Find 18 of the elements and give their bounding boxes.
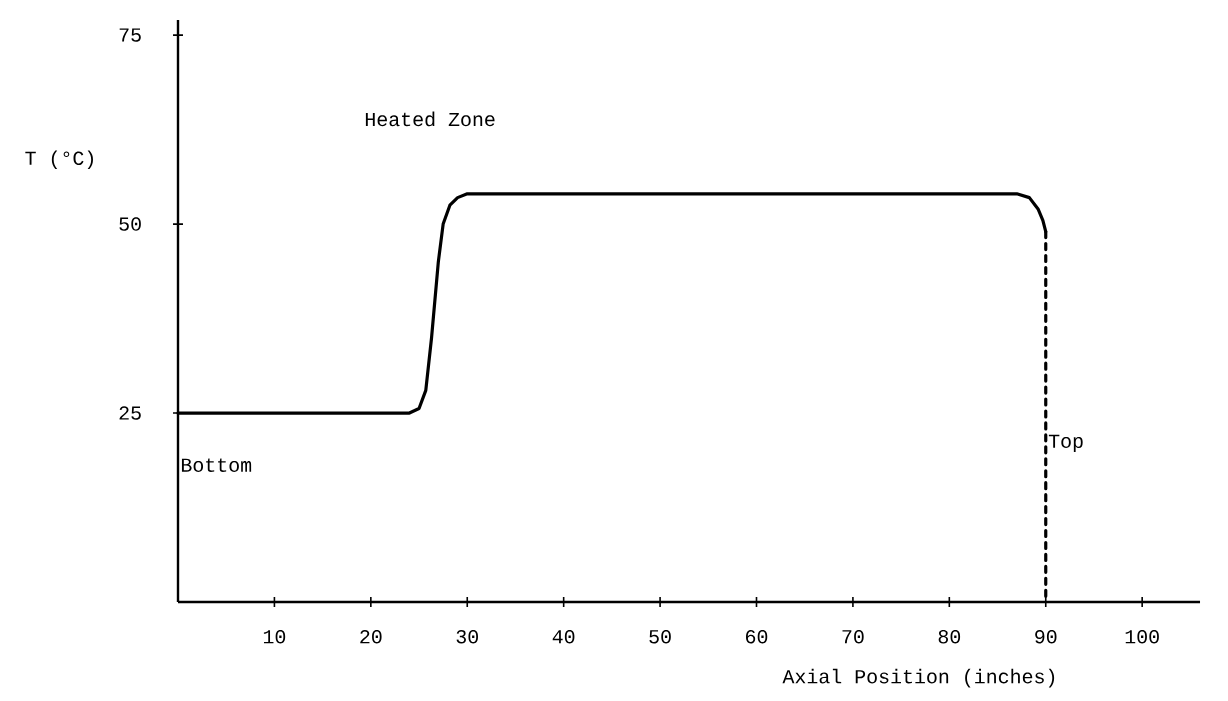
annotation: Heated Zone (365, 111, 495, 127)
x-tick-label: 80 (938, 629, 961, 644)
y-axis-title: T (°C) (25, 150, 93, 169)
y-tick-label: 50 (119, 217, 141, 231)
x-tick-label: 10 (263, 629, 286, 644)
x-tick-label: 60 (746, 629, 768, 644)
x-tick-label: 40 (552, 629, 575, 644)
y-tick-label: 75 (119, 28, 141, 42)
y-tick-label: 25 (119, 406, 141, 420)
x-axis-title: Axial Position (inches) (782, 668, 1055, 688)
annotation: Bottom (181, 458, 252, 472)
x-tick-label: 90 (1035, 629, 1057, 644)
x-tick-label: 20 (360, 629, 382, 644)
x-tick-label: 50 (649, 629, 671, 644)
x-tick-label: 100 (1125, 629, 1159, 644)
annotation: Top (1048, 434, 1083, 452)
x-tick-label: 70 (842, 629, 864, 644)
x-tick-label: 30 (456, 629, 478, 644)
